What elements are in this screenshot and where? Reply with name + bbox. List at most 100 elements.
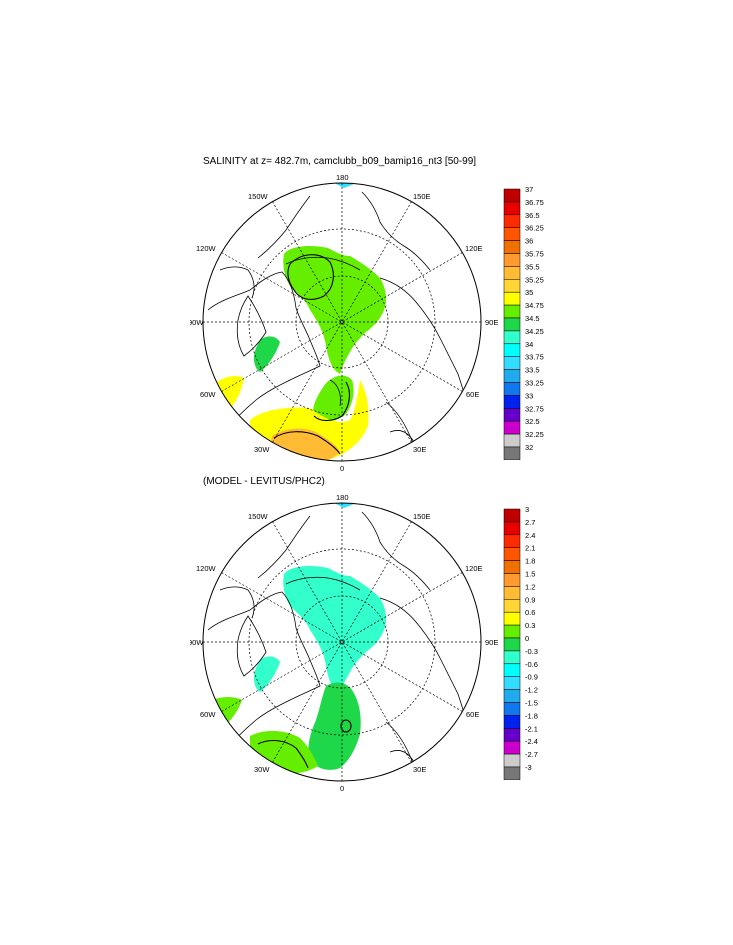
lon-label: 120E bbox=[465, 244, 483, 253]
colorbar-swatch bbox=[503, 624, 521, 639]
colorbar-swatch bbox=[503, 291, 521, 306]
colorbar-swatch bbox=[503, 650, 521, 665]
colorbar-label: -1.2 bbox=[525, 686, 538, 695]
lon-label: 150W bbox=[248, 512, 269, 521]
colorbar-swatch bbox=[503, 611, 521, 626]
colorbar-label: -3 bbox=[525, 763, 532, 772]
salinity-field-arctic-basin bbox=[283, 246, 387, 374]
colorbar-swatch bbox=[503, 304, 521, 319]
lon-label: 30W bbox=[254, 445, 270, 454]
colorbar-label: 33.5 bbox=[525, 366, 540, 375]
colorbar-swatch bbox=[503, 586, 521, 600]
colorbar-label: -2.4 bbox=[525, 737, 538, 746]
colorbar-label: 1.8 bbox=[525, 557, 535, 566]
polar-map-salinity: 180 150E 120E 90E 60E 30E 0 30W 60W 90W … bbox=[190, 173, 498, 473]
colorbar-swatch bbox=[503, 343, 521, 357]
colorbar-swatch bbox=[503, 433, 521, 448]
colorbar-label: -0.9 bbox=[525, 673, 538, 682]
lon-label: 60E bbox=[466, 390, 479, 399]
colorbar-swatch bbox=[503, 420, 521, 435]
colorbar-label: 1.5 bbox=[525, 570, 535, 579]
chart-title-difference: (MODEL - LEVITUS/PHC2) bbox=[203, 476, 325, 487]
colorbar-swatch bbox=[503, 369, 521, 383]
lon-label: 180 bbox=[336, 173, 349, 182]
colorbar-swatch bbox=[503, 408, 521, 422]
colorbar-swatch bbox=[503, 240, 521, 254]
colorbar-label: 35.5 bbox=[525, 262, 540, 271]
difference-field-baffin-cyan bbox=[253, 656, 280, 692]
colorbar-salinity: 37 36.75 36.5 36.25 36 35.75 35.5 35.25 35 34.75 3… bbox=[503, 185, 544, 460]
colorbar-swatch bbox=[503, 446, 521, 460]
colorbar-label: 37 bbox=[525, 185, 533, 194]
colorbar-swatch bbox=[503, 766, 521, 780]
colorbar-swatch bbox=[503, 521, 521, 536]
colorbar-difference: 3 2.7 2.4 2.1 1.8 1.5 1.2 0.9 0.6 0.3 0 -0.3 -0.6 -0.… bbox=[503, 505, 538, 780]
colorbar-swatch bbox=[503, 508, 521, 523]
colorbar-swatch bbox=[503, 317, 521, 332]
colorbar-label: 1.2 bbox=[525, 582, 535, 591]
colorbar-swatch bbox=[503, 547, 521, 561]
colorbar-swatch bbox=[503, 279, 521, 293]
lon-label: 60W bbox=[200, 390, 216, 399]
colorbar-swatch bbox=[503, 534, 521, 548]
colorbar-label: 0.9 bbox=[525, 595, 535, 604]
colorbar-label: 32.5 bbox=[525, 417, 540, 426]
colorbar-label: 35 bbox=[525, 288, 533, 297]
colorbar-swatch bbox=[503, 560, 521, 574]
colorbar-label: -1.8 bbox=[525, 711, 538, 720]
colorbar-label: 32.75 bbox=[525, 404, 544, 413]
colorbar-swatch bbox=[503, 676, 521, 690]
difference-field-nordic-green bbox=[308, 682, 361, 770]
difference-field-bering-cyan bbox=[336, 503, 354, 508]
salinity-field-bering-cyan bbox=[336, 183, 354, 188]
colorbar-label: 3 bbox=[525, 505, 529, 514]
colorbar-swatch bbox=[503, 227, 521, 241]
colorbar-swatch bbox=[503, 382, 521, 396]
colorbar-swatch bbox=[503, 330, 521, 345]
colorbar-label: 34.75 bbox=[525, 301, 544, 310]
colorbar-label: -0.3 bbox=[525, 647, 538, 656]
colorbar-label: 33 bbox=[525, 391, 533, 400]
colorbar-swatch bbox=[503, 689, 521, 703]
colorbar-swatch bbox=[503, 715, 521, 729]
lon-label: 60W bbox=[200, 710, 216, 719]
colorbar-label: 33.25 bbox=[525, 379, 544, 388]
colorbar-label: 32.25 bbox=[525, 430, 544, 439]
colorbar-swatch bbox=[503, 702, 521, 716]
lon-label: 120E bbox=[465, 564, 483, 573]
colorbar-label: 36.75 bbox=[525, 198, 544, 207]
colorbar-label: 0 bbox=[525, 634, 529, 643]
colorbar-label: 35.75 bbox=[525, 250, 544, 259]
salinity-field-baffin-teal bbox=[253, 336, 280, 372]
colorbar-swatch bbox=[503, 663, 521, 677]
colorbar-label: 32 bbox=[525, 443, 533, 452]
colorbar-label: 2.4 bbox=[525, 531, 535, 540]
lon-label: 150E bbox=[413, 192, 431, 201]
colorbar-label: 36.25 bbox=[525, 224, 544, 233]
colorbar-label: -0.6 bbox=[525, 660, 538, 669]
colorbar-label: 34 bbox=[525, 340, 533, 349]
colorbar-label: 35.25 bbox=[525, 275, 544, 284]
colorbar-label: 0.3 bbox=[525, 621, 535, 630]
colorbar-swatch bbox=[503, 637, 521, 652]
lon-label: 90E bbox=[485, 318, 498, 327]
lon-label: 30E bbox=[413, 445, 426, 454]
lon-label: 60E bbox=[466, 710, 479, 719]
colorbar-swatch bbox=[503, 740, 521, 755]
lon-label: 180 bbox=[336, 493, 349, 502]
lon-label: 0 bbox=[340, 464, 344, 473]
colorbar-label: 2.7 bbox=[525, 518, 535, 527]
colorbar-swatch bbox=[503, 573, 521, 587]
lon-label: 30E bbox=[413, 765, 426, 774]
lon-label: 150W bbox=[248, 192, 269, 201]
colorbar-swatch bbox=[503, 214, 521, 228]
colorbar-swatch bbox=[503, 728, 521, 742]
colorbar-swatch bbox=[503, 753, 521, 768]
colorbar-swatch bbox=[503, 266, 521, 280]
colorbar-label: -2.7 bbox=[525, 750, 538, 759]
colorbar-swatch bbox=[503, 599, 521, 613]
lon-label: 90E bbox=[485, 638, 498, 647]
lon-label: 30W bbox=[254, 765, 270, 774]
colorbar-label: 2.1 bbox=[525, 544, 535, 553]
lon-label: 120W bbox=[196, 244, 217, 253]
